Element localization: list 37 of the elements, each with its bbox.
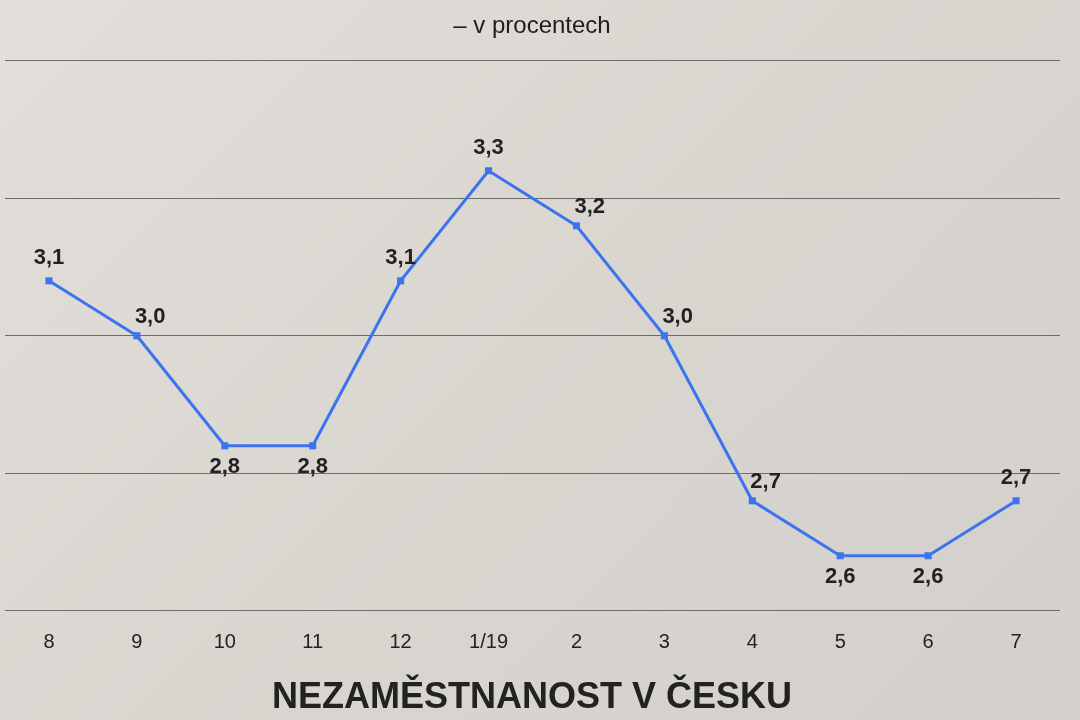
data-label: 2,8 bbox=[297, 452, 329, 478]
data-label: 2,8 bbox=[209, 452, 241, 478]
x-tick-label: 6 bbox=[922, 630, 934, 653]
x-tick-label: 11 bbox=[302, 630, 324, 653]
data-label: 3,0 bbox=[662, 302, 693, 328]
x-tick-label: 7 bbox=[1010, 630, 1022, 653]
x-tick-label: 4 bbox=[746, 630, 758, 653]
x-tick-label: 8 bbox=[43, 630, 55, 653]
point bbox=[45, 277, 53, 285]
data-label: 3,2 bbox=[574, 192, 606, 218]
data-label: 3,3 bbox=[473, 133, 504, 159]
point bbox=[397, 277, 405, 285]
point bbox=[660, 332, 668, 340]
point bbox=[221, 442, 229, 450]
text: NEZAMĚSTNANOST V ČESKU bbox=[271, 674, 793, 717]
data-label: 2,7 bbox=[750, 467, 781, 493]
data-label: 3,1 bbox=[385, 243, 416, 269]
point bbox=[485, 167, 493, 175]
point bbox=[309, 442, 317, 450]
x-tick-label: 5 bbox=[834, 630, 846, 653]
point bbox=[836, 552, 844, 560]
data-label: 3,1 bbox=[33, 243, 65, 269]
x-tick-label: 12 bbox=[389, 630, 412, 653]
point bbox=[748, 497, 756, 505]
x-tick-label: 9 bbox=[131, 630, 143, 653]
x-tick-label: 10 bbox=[213, 630, 236, 653]
data-label: 2,6 bbox=[912, 562, 944, 588]
point bbox=[572, 222, 580, 230]
chart-subtitle: – v procentech bbox=[453, 11, 611, 39]
x-tick-label: 2 bbox=[570, 630, 583, 653]
point bbox=[133, 332, 141, 340]
point bbox=[924, 552, 932, 560]
x-tick-label: 1/19 bbox=[469, 630, 509, 653]
x-tick-label: 3 bbox=[658, 630, 670, 653]
data-label: 2,6 bbox=[824, 562, 856, 588]
point bbox=[1012, 497, 1020, 505]
data-label: 3,0 bbox=[134, 302, 166, 328]
